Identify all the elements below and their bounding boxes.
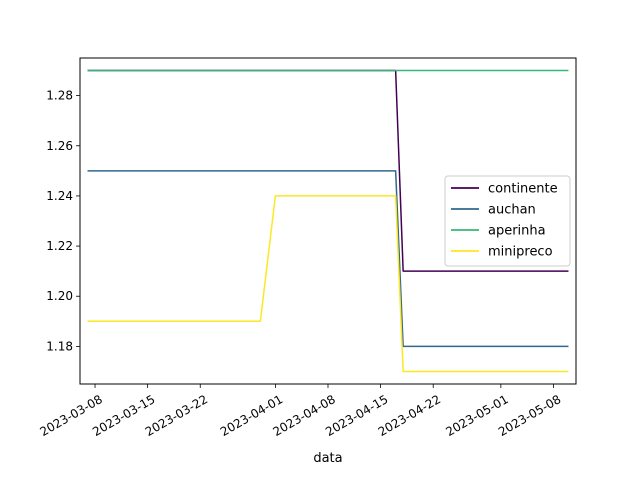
legend-label-auchan: auchan <box>488 203 536 218</box>
legend: continente auchan aperinha minipreco <box>444 175 571 267</box>
y-tick-label: 1.26 <box>46 139 73 153</box>
y-tick-label: 1.28 <box>46 89 73 103</box>
y-tick-label: 1.22 <box>46 239 73 253</box>
legend-label-minipreco: minipreco <box>488 245 553 260</box>
y-tick-label: 1.18 <box>46 339 73 353</box>
legend-label-aperinha: aperinha <box>488 224 546 239</box>
series-line-auchan <box>87 170 569 348</box>
legend-label-continente: continente <box>488 182 558 197</box>
x-axis-title: data <box>313 451 342 466</box>
y-axis: 1.18 1.20 1.22 1.24 1.26 1.28 <box>46 89 80 353</box>
y-tick-label: 1.20 <box>46 289 73 303</box>
series-layer <box>87 69 569 373</box>
series-line-minipreco <box>87 195 569 373</box>
y-tick-label: 1.24 <box>46 189 73 203</box>
legend-box <box>444 175 571 267</box>
